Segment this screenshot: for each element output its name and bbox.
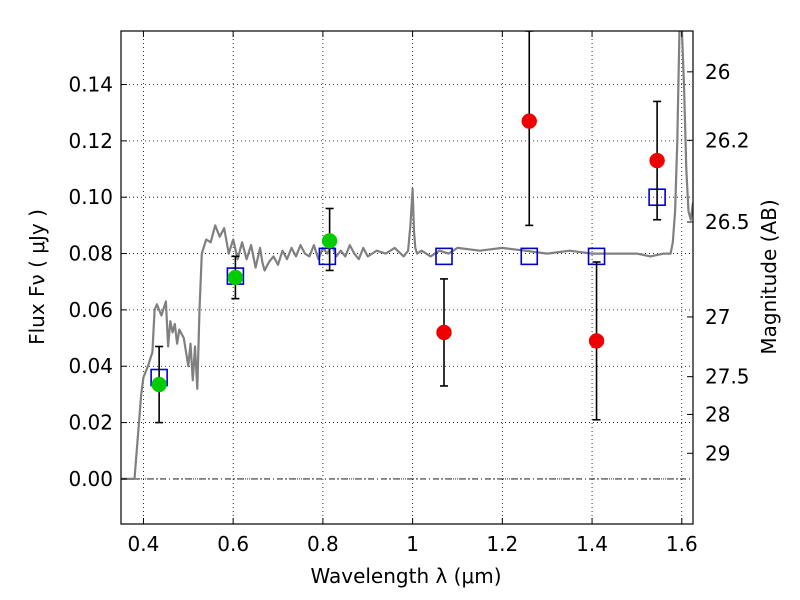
y-tick-label: 0.06 bbox=[68, 298, 113, 322]
observed-point bbox=[649, 152, 665, 169]
y2-tick-label: 26 bbox=[705, 60, 730, 84]
y-tick-label: 0.00 bbox=[68, 467, 113, 491]
y-tick-label: 0.14 bbox=[68, 73, 113, 97]
observed-point bbox=[321, 233, 338, 249]
observed-point bbox=[227, 269, 244, 286]
x-tick-label: 1.6 bbox=[666, 532, 698, 556]
x-tick-label: 0.4 bbox=[128, 532, 160, 556]
y-tick-label: 0.08 bbox=[68, 242, 113, 266]
observed-point bbox=[521, 113, 538, 129]
x-tick-label: 1.2 bbox=[486, 532, 518, 556]
y2-tick-label: 27 bbox=[705, 305, 730, 329]
y2-tick-label: 26.5 bbox=[705, 210, 750, 234]
x-axis-title: Wavelength λ (μm) bbox=[310, 564, 501, 588]
observed-point bbox=[588, 333, 605, 349]
x-tick-label: 0.6 bbox=[217, 532, 249, 556]
model-square-point bbox=[318, 247, 337, 266]
model-square-point bbox=[435, 247, 453, 266]
y2-tick-label: 27.5 bbox=[705, 365, 750, 389]
model-spectrum-line bbox=[121, 31, 693, 480]
y2-tick-label: 28 bbox=[705, 402, 730, 426]
y2-tick-label: 29 bbox=[705, 441, 730, 465]
x-tick-label: 0.8 bbox=[307, 532, 339, 556]
plot-area bbox=[121, 31, 693, 524]
observed-point bbox=[151, 376, 167, 393]
y2-axis-title: Magnitude (AB) bbox=[757, 199, 781, 354]
axes: 0.4 0.6 0.8 1 1.2 1.4 1.6 0.00 0.02 0.04 0.06 0.08 0… bbox=[68, 31, 750, 556]
observed-point bbox=[436, 324, 452, 341]
y-axis-title: Flux Fν ( μJy ) bbox=[25, 209, 49, 345]
y-tick-label: 0.02 bbox=[68, 411, 113, 435]
y2-tick-label: 26.2 bbox=[705, 128, 750, 152]
plot-frame bbox=[120, 30, 694, 525]
data-layer bbox=[121, 31, 693, 480]
x-tick-label: 1 bbox=[406, 532, 419, 556]
y-tick-label: 0.04 bbox=[68, 354, 113, 378]
x-tick-label: 1.4 bbox=[576, 532, 608, 556]
model-square-point bbox=[520, 247, 539, 266]
y-tick-label: 0.10 bbox=[68, 185, 113, 209]
y-tick-label: 0.12 bbox=[68, 129, 113, 153]
